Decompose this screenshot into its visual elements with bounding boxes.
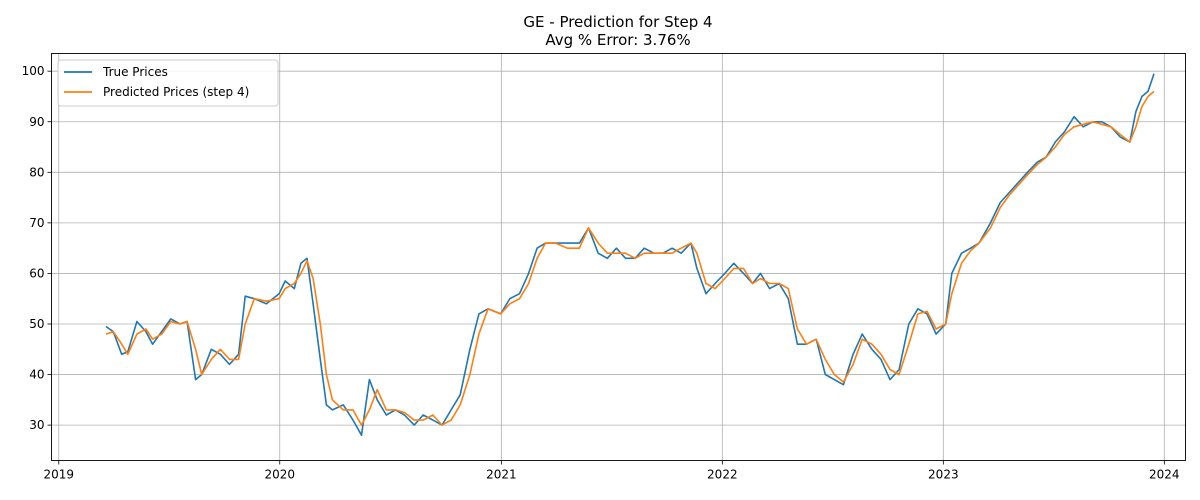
x-tick-label: 2023 xyxy=(928,468,959,482)
series-line-predicted-prices xyxy=(105,90,1155,426)
grid xyxy=(51,53,1186,461)
y-tick-label: 40 xyxy=(29,368,44,382)
y-tick-label: 100 xyxy=(22,64,45,78)
chart-title: GE - Prediction for Step 4 xyxy=(523,13,712,31)
x-tick-label: 2019 xyxy=(43,468,74,482)
series-line-true-prices xyxy=(105,73,1155,436)
x-axis: 2019 2020 2021 2022 2023 2024 xyxy=(43,460,1180,482)
x-tick-label: 2021 xyxy=(486,468,517,482)
x-tick-label: 2024 xyxy=(1149,468,1180,482)
y-tick-label: 60 xyxy=(29,266,44,280)
legend-box xyxy=(57,59,279,107)
x-tick-label: 2022 xyxy=(707,468,738,482)
y-tick-label: 70 xyxy=(29,216,44,230)
y-tick-label: 80 xyxy=(29,165,44,179)
y-tick-label: 90 xyxy=(29,115,44,129)
x-tick-label: 2020 xyxy=(264,468,295,482)
legend-label-predicted-prices: Predicted Prices (step 4) xyxy=(103,85,249,99)
y-tick-label: 30 xyxy=(29,418,44,432)
legend: True Prices Predicted Prices (step 4) xyxy=(57,59,279,107)
chart-subtitle: Avg % Error: 3.76% xyxy=(545,31,690,49)
y-axis: 30 40 50 60 70 80 90 100 xyxy=(22,64,52,432)
series-group xyxy=(105,73,1155,436)
plot-frame xyxy=(51,53,1186,461)
legend-label-true-prices: True Prices xyxy=(102,65,168,79)
y-tick-label: 50 xyxy=(29,317,44,331)
